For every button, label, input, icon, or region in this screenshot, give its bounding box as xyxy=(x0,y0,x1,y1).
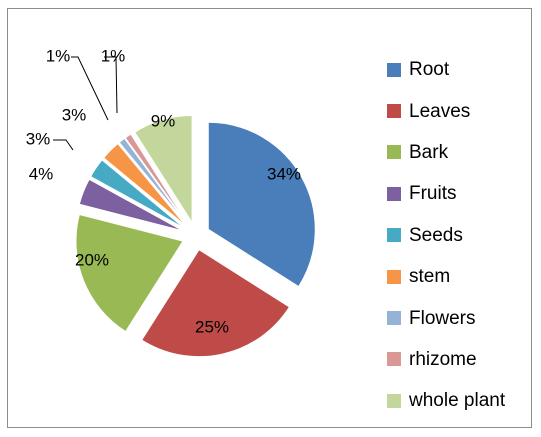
data-label-fruits: 4% xyxy=(29,164,54,183)
pie-slice-seeds xyxy=(89,159,185,229)
pie-slice-leaves xyxy=(141,248,291,358)
legend-swatch xyxy=(387,311,401,326)
pie-slices xyxy=(75,115,316,358)
legend-swatch xyxy=(387,186,401,201)
legend-item: whole plant xyxy=(387,380,505,421)
legend-item: rhizome xyxy=(387,339,505,380)
data-label-root: 34% xyxy=(267,164,301,183)
pie-slice-stem xyxy=(102,142,187,227)
legend-item: Seeds xyxy=(387,215,505,256)
legend-item: stem xyxy=(387,256,505,297)
pie-slice-fruits xyxy=(78,178,184,232)
legend-label: Fruits xyxy=(409,183,457,205)
data-label-whole-plant: 9% xyxy=(151,111,176,130)
data-label-flowers: 1% xyxy=(46,46,71,65)
pie-slice-flowers xyxy=(118,137,188,226)
chart-frame: 34% 25% 20% 4% 3% 3% 1% 1% 9% Root Leaves Bark Frui… xyxy=(7,8,532,428)
legend-label: whole plant xyxy=(409,390,506,412)
pie-slice-whole-plant xyxy=(134,115,193,225)
data-label-bark: 20% xyxy=(75,250,109,269)
legend-item: Bark xyxy=(387,132,505,173)
data-labels: 34% 25% 20% 4% 3% 3% 1% 1% 9% xyxy=(26,46,301,336)
leader-line-rhizome xyxy=(104,56,118,114)
legend-swatch xyxy=(387,62,401,77)
legend-item: Flowers xyxy=(387,297,505,338)
legend-label: rhizome xyxy=(409,348,477,370)
pie-slice-root xyxy=(207,121,316,288)
leader-line-seeds xyxy=(53,139,74,151)
legend-label: Seeds xyxy=(409,224,463,246)
chart-legend: Root Leaves Bark Fruits Seeds stem Flowers rhiz… xyxy=(387,49,505,422)
legend-swatch xyxy=(387,393,401,408)
legend-swatch xyxy=(387,228,401,243)
legend-swatch xyxy=(387,145,401,160)
leader-lines xyxy=(53,56,118,151)
legend-label: Bark xyxy=(409,141,449,163)
legend-item: Root xyxy=(387,49,505,90)
legend-label: stem xyxy=(409,266,451,288)
pie-slice-bark xyxy=(75,213,184,333)
legend-label: Leaves xyxy=(409,100,471,122)
data-label-rhizome: 1% xyxy=(101,46,126,65)
legend-item: Leaves xyxy=(387,90,505,131)
legend-swatch xyxy=(387,352,401,367)
pie-slice-rhizome xyxy=(124,133,189,225)
data-label-leaves: 25% xyxy=(195,317,229,336)
leader-line-flowers xyxy=(71,56,109,121)
legend-label: Flowers xyxy=(409,307,476,329)
legend-swatch xyxy=(387,269,401,284)
legend-item: Fruits xyxy=(387,173,505,214)
pie-chart: 34% 25% 20% 4% 3% 3% 1% 1% 9% xyxy=(26,46,316,358)
legend-swatch xyxy=(387,104,401,119)
legend-label: Root xyxy=(409,59,450,81)
data-label-stem: 3% xyxy=(62,105,87,124)
data-label-seeds: 3% xyxy=(26,129,51,148)
